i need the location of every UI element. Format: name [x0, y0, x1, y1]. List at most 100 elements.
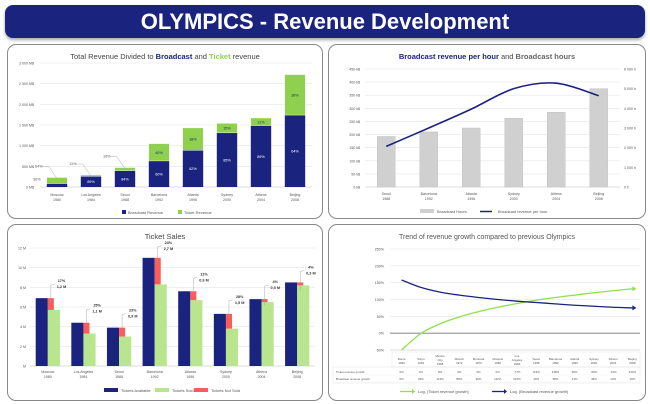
chart4-legend-ticket-trend: Log. (Ticket revenue growth)	[418, 389, 469, 394]
chart1-y-tick-label: 2 500 M$	[19, 82, 34, 86]
chart1-ticket-bar	[182, 127, 204, 151]
chart2-category-label-year: 1996	[467, 197, 475, 201]
chart1-broadcast-bar	[182, 150, 204, 187]
chart3-category-label-year: 1992	[151, 375, 159, 379]
chart1-title-part: revenue	[231, 52, 260, 61]
chart1-y-tick-label: 0 M$	[26, 186, 34, 190]
chart3-y-tick-label: 6 M	[20, 306, 26, 310]
chart3-legend-sold-swatch	[155, 388, 169, 392]
chart4-table-cell: 434%	[629, 370, 637, 374]
chart4-category-label: Beijing	[628, 357, 637, 361]
chart3-leader-line	[264, 284, 269, 306]
chart4-category-label: Montreal	[473, 357, 485, 361]
chart3-available-bar	[142, 257, 155, 366]
chart3-leader-line	[193, 277, 198, 298]
chart3-not-sold-pct: 12%	[200, 272, 208, 276]
chart3-available-bar	[178, 291, 191, 366]
chart1-broadcast-bar	[216, 132, 238, 187]
chart4-table-cell: 316%	[513, 377, 521, 381]
chart4-table-cell: 48%	[591, 377, 597, 381]
chart1-legend-broadcast: Broadcast Revenue	[128, 210, 164, 215]
chart1-category-label-year: 1988	[121, 198, 129, 202]
chart1-category-label: Atlanta	[187, 193, 198, 197]
chart1-y-tick-label: 1 000 M$	[19, 144, 34, 148]
chart4-ticket-trend-line	[401, 288, 633, 351]
chart3-not-sold-pct: 28%	[236, 295, 244, 299]
chart1-ticket-bar	[250, 117, 272, 126]
chart2-right-y-tick-label: 6 000 h	[624, 68, 636, 72]
chart1-ticket-pct: 15%	[223, 127, 231, 131]
chart3-category-label-year: 1980	[44, 375, 52, 379]
chart2-category-label: Beijing	[593, 192, 604, 196]
chart3-y-tick-label: M	[23, 365, 26, 369]
chart3-not-sold-pct: 23%	[129, 309, 137, 313]
chart2-right-y-tick-label: 1 000 h	[624, 166, 636, 170]
chart2-hours-bar	[462, 127, 481, 188]
chart3-not-sold-value: 1,1 M	[92, 310, 102, 314]
chart2-revenue-per-hour-line	[385, 82, 599, 148]
chart4-category-label: Rome	[398, 357, 406, 361]
chart4-y-tick-label: 250%	[375, 248, 385, 252]
growth-trend-chart-panel	[328, 224, 646, 401]
chart3-not-sold-value: 2,7 M	[164, 247, 174, 251]
chart4-table-cell: 0%	[438, 370, 443, 374]
chart1-category-label: Barcelona	[151, 193, 167, 197]
chart3-not-sold-value: 0,3 M	[306, 271, 316, 275]
chart1-ticket-pct: 11%	[69, 162, 77, 166]
chart4-table-row-label: Broadcast revenue growth	[336, 377, 370, 381]
chart1-category-label-year: 2008	[291, 198, 299, 202]
chart4-category-label: Sydney	[589, 357, 599, 361]
chart1-broadcast-bar	[284, 115, 306, 187]
chart1-category-label: Athens	[255, 193, 266, 197]
chart4-category-label: Mexico	[435, 354, 445, 358]
chart4-y-tick-label: 200%	[375, 264, 385, 268]
chart3-category-label: Beijing	[292, 370, 303, 374]
chart3-category-label-year: 1984	[79, 375, 87, 379]
chart3-sold-bar	[297, 285, 310, 366]
chart4-category-year: 1984	[514, 362, 521, 366]
chart4-category-year: 1980	[495, 361, 502, 365]
chart4-table-cell: 0%	[400, 377, 405, 381]
chart4-ticket-trend-line-arrow	[632, 286, 637, 292]
chart3-category-label-year: 1988	[115, 375, 123, 379]
chart1-legend-ticket: Ticket Revenue	[184, 210, 212, 215]
chart2-hours-bar	[377, 136, 396, 188]
chart1-y-tick-label: 2 000 M$	[19, 103, 34, 107]
chart1-broadcast-pct: 89%	[257, 155, 265, 159]
chart4-table-cell: 58%	[553, 377, 559, 381]
chart3-category-label: Los Angeles	[74, 370, 94, 374]
chart3-leader-line	[50, 283, 55, 304]
chart3-y-tick-label: 10 M	[18, 266, 26, 270]
chart2-title: Broadcast revenue per hour and Broadcast…	[399, 52, 575, 61]
chart2-left-y-tick-label: 50 k$	[351, 172, 360, 176]
chart1-title: Total Revenue Divided to Broadcast and T…	[70, 52, 260, 61]
chart3-sold-bar	[261, 302, 274, 366]
chart1-y-tick-label: 3 000 M$	[19, 62, 34, 66]
chart2-left-y-tick-label: 150 k$	[349, 146, 360, 150]
chart3-legend-available-swatch	[104, 388, 118, 392]
chart4-table-cell: 0%	[400, 370, 405, 374]
chart3-not-sold-bar	[47, 298, 54, 310]
chart3-y-tick-label: 4 M	[20, 325, 26, 329]
chart4-category-label: City	[438, 358, 444, 362]
chart1-category-label-year: 1980	[53, 198, 61, 202]
chart3-not-sold-value: 1,2 M	[57, 285, 67, 289]
chart2-left-y-tick-label: 250 k$	[349, 120, 360, 124]
chart4-table-cell: 90%	[572, 370, 578, 374]
chart2-legend-hours-swatch	[420, 209, 434, 213]
chart2-left-y-tick-label: 400 k$	[349, 81, 360, 85]
chart3-category-label-year: 2000	[222, 375, 230, 379]
chart4-table-cell: 0%	[419, 370, 424, 374]
chart2-legend-hours: Broadcast Hours	[437, 209, 467, 214]
chart2-right-y-tick-label: 3 000 h	[624, 127, 636, 131]
chart2-right-y-tick-label: 0 h	[624, 186, 629, 190]
chart1-ticket-pct: 11%	[257, 120, 265, 124]
chart4-category-year: 1960	[398, 361, 405, 365]
chart3-not-sold-pct: 17%	[58, 279, 66, 283]
chart1-category-label: Los Angeles	[81, 193, 101, 197]
chart4-y-tick-label: 0%	[379, 332, 385, 336]
chart3-y-tick-label: 8 M	[20, 286, 26, 290]
chart2-hours-bar	[589, 88, 608, 188]
chart1-title-part: Broadcast	[156, 52, 193, 61]
